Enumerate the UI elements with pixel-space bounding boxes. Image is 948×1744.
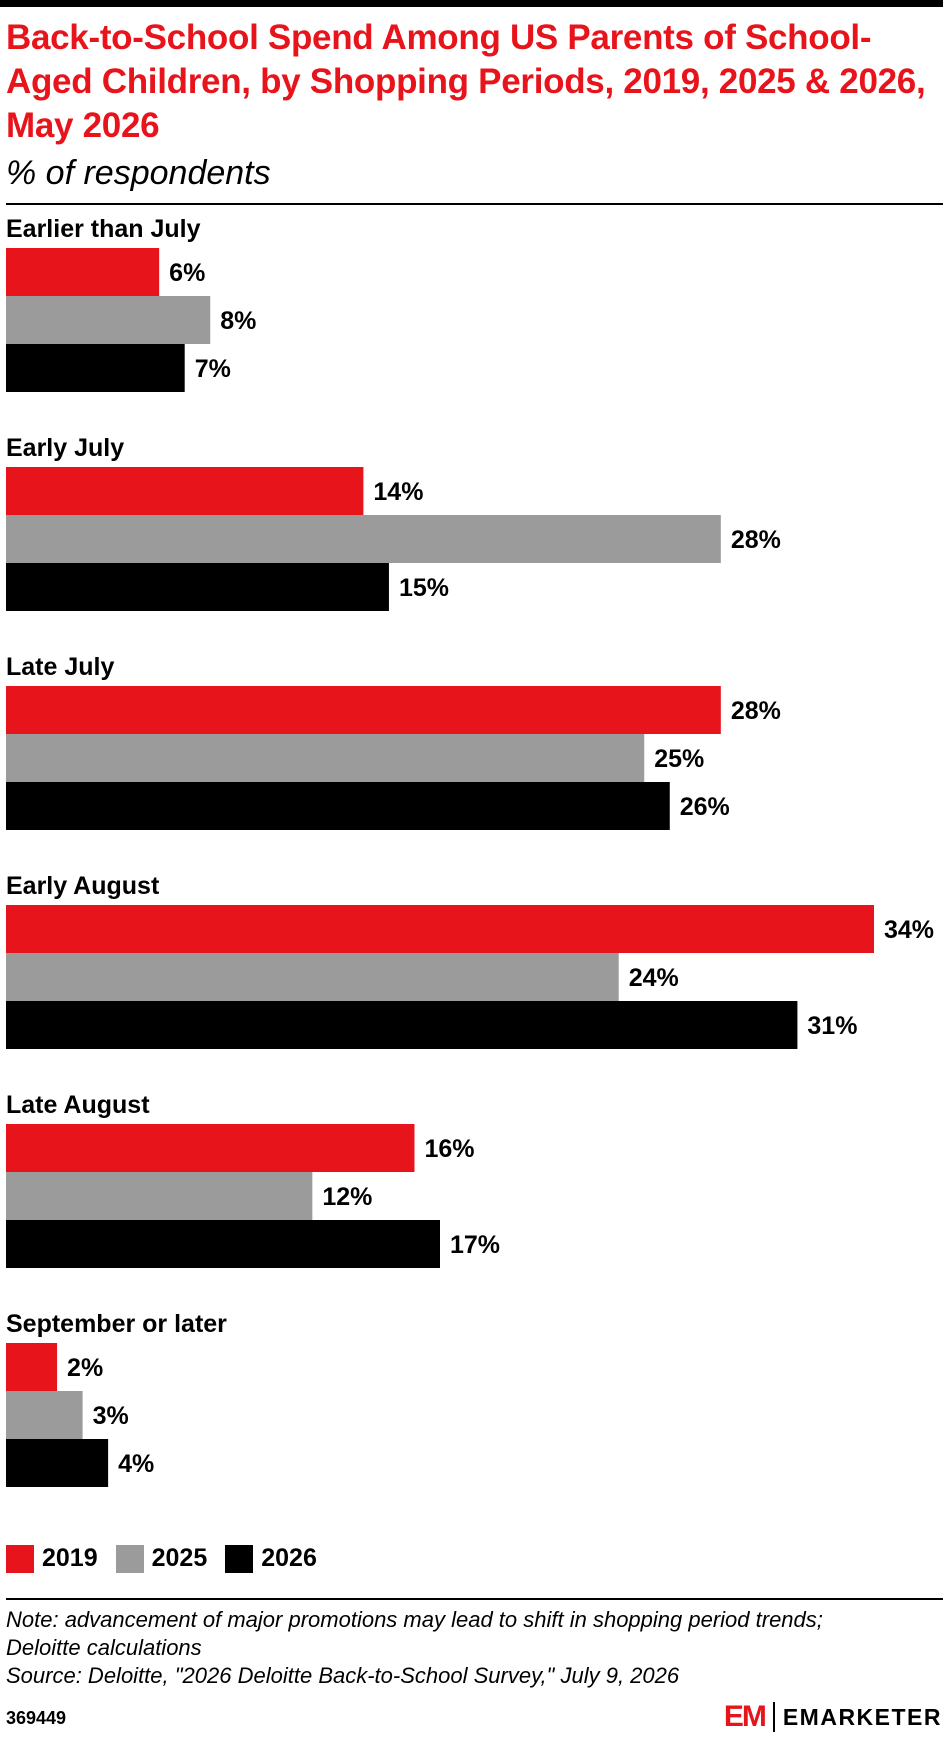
data-label: 14%: [373, 478, 423, 506]
bar-2026: [6, 1439, 109, 1487]
data-label: 3%: [93, 1402, 129, 1430]
data-label: 24%: [629, 964, 679, 992]
category-label: Early July: [6, 434, 124, 462]
source-line: Source: Deloitte, "2026 Deloitte Back-to…: [6, 1663, 680, 1688]
category-label: Earlier than July: [6, 215, 201, 243]
legend-label: 2025: [151, 1544, 208, 1572]
bar-2019: [6, 1343, 58, 1391]
category-label: Late July: [6, 653, 114, 681]
legend: 2019 2025 2026: [6, 1544, 335, 1573]
legend-swatch: [6, 1544, 34, 1573]
data-label: 2%: [67, 1354, 103, 1382]
chart-id: 369449: [6, 1708, 67, 1728]
data-label: 15%: [399, 574, 449, 602]
footer-divider: [6, 1598, 943, 1600]
bar-2026: [6, 344, 185, 392]
data-label: 34%: [884, 916, 934, 944]
legend-item-2019: 2019: [6, 1544, 98, 1573]
emarketer-logo: EM EMARKETER: [724, 1700, 942, 1734]
bar-2019: [6, 1124, 415, 1172]
data-label: 12%: [322, 1183, 372, 1211]
bar-2025: [6, 953, 619, 1001]
top-bar: [0, 0, 943, 7]
data-label: 4%: [118, 1450, 154, 1478]
bar-2026: [6, 563, 389, 611]
bar-2026: [6, 1001, 798, 1049]
chart-subtitle: % of respondents: [6, 154, 271, 192]
bar-2019: [6, 686, 721, 734]
data-label: 28%: [731, 526, 781, 554]
legend-label: 2026: [261, 1544, 317, 1572]
chart-title: Back-to-School Spend Among US Parents of…: [6, 18, 926, 145]
legend-swatch: [225, 1544, 254, 1573]
legend-item-2026: 2026: [225, 1544, 317, 1573]
logo-mark-icon: EM: [723, 1700, 767, 1733]
bar-2026: [6, 782, 670, 830]
category-label: Early August: [6, 872, 160, 900]
note-line-1: Note: advancement of major promotions ma…: [6, 1607, 823, 1632]
category-label: September or later: [6, 1310, 227, 1338]
footnote: Note: advancement of major promotions ma…: [6, 1606, 936, 1690]
bar-2025: [6, 1391, 83, 1439]
bar-2019: [6, 905, 874, 953]
bar-chart: Earlier than July 6% 8% 7% Early July 14% 28% 1…: [6, 215, 934, 1487]
data-label: 7%: [195, 355, 231, 383]
data-label: 31%: [807, 1012, 857, 1040]
bar-2019: [6, 248, 160, 296]
bar-2019: [6, 467, 364, 515]
bar-2026: [6, 1220, 440, 1268]
legend-item-2025: 2025: [115, 1544, 208, 1573]
logo-text: EMARKETER: [782, 1703, 942, 1730]
legend-swatch: [115, 1544, 144, 1573]
note-line-2: Deloitte calculations: [6, 1635, 202, 1660]
data-label: 6%: [169, 259, 205, 287]
bar-2025: [6, 1172, 313, 1220]
bar-2025: [6, 515, 721, 563]
logo-separator: [772, 1702, 775, 1732]
bar-2025: [6, 734, 645, 782]
data-label: 16%: [424, 1135, 474, 1163]
data-label: 8%: [220, 307, 256, 335]
category-label: Late August: [6, 1091, 150, 1119]
data-label: 25%: [654, 745, 704, 773]
data-label: 17%: [450, 1231, 500, 1259]
bar-2025: [6, 296, 211, 344]
header-divider: [6, 203, 943, 205]
data-label: 26%: [680, 793, 730, 821]
data-label: 28%: [731, 697, 781, 725]
legend-label: 2019: [42, 1544, 98, 1572]
